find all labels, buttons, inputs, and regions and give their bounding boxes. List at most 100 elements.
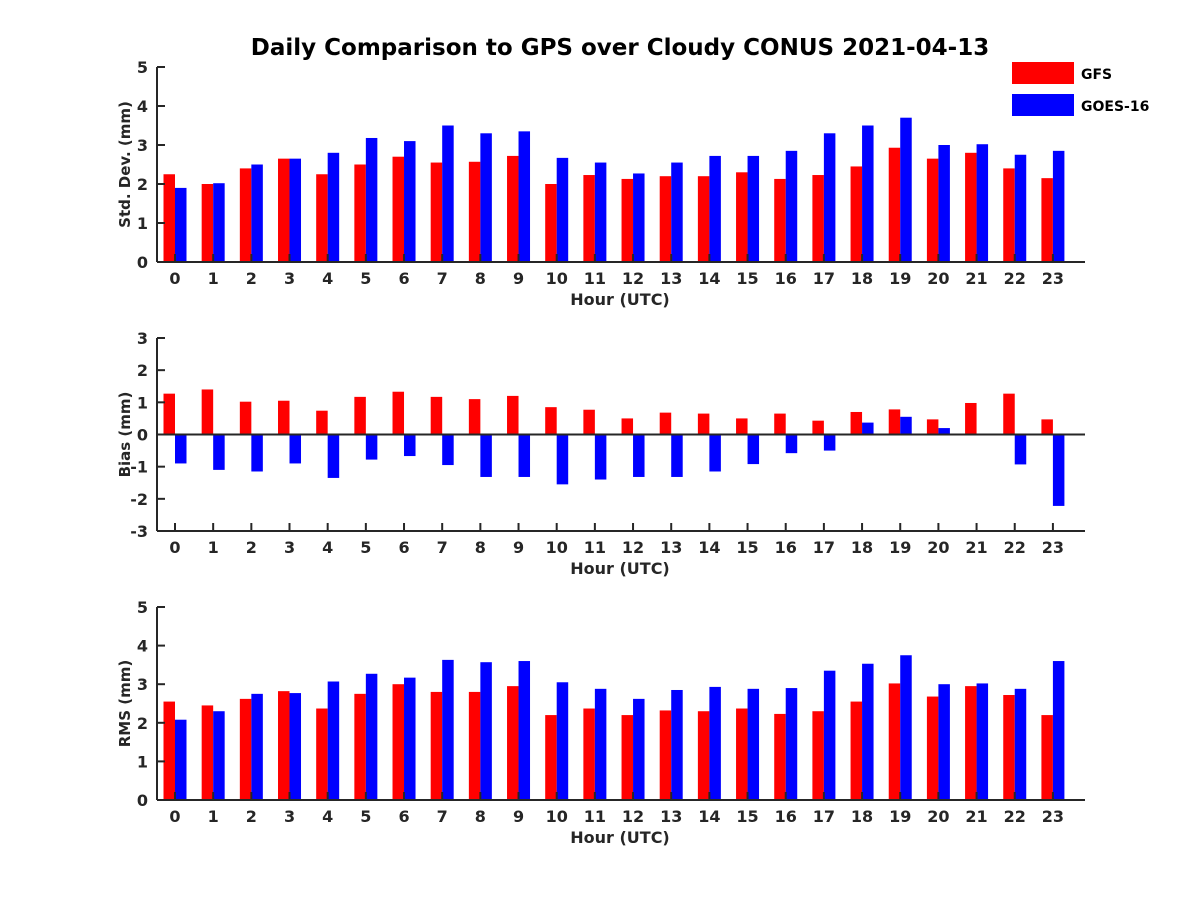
x-tick-label: 15 [736,807,758,826]
y-tick-label: 1 [137,214,148,233]
bar-goes16-hour-3 [289,434,302,464]
bar-goes16-hour-2 [251,693,263,800]
bar-goes16-hour-23 [1052,150,1065,262]
x-tick-label: 12 [622,269,644,288]
bar-goes16-hour-4 [327,681,340,800]
bar-gfs-hour-13 [659,176,672,262]
x-tick-label: 20 [927,538,949,557]
bar-goes16-hour-6 [404,141,416,262]
x-tick-label: 18 [851,269,873,288]
y-axis-label: RMS (mm) [116,660,134,747]
x-tick-label: 8 [475,269,486,288]
bar-gfs-hour-21 [965,152,977,262]
x-tick-label: 11 [584,807,606,826]
x-tick-label: 8 [475,807,486,826]
bar-goes16-hour-1 [213,711,225,800]
bar-goes16-hour-12 [633,698,645,800]
y-tick-label: 3 [137,136,148,155]
bar-gfs-hour-0 [163,701,175,800]
legend-swatch-gfs [1012,62,1074,84]
x-tick-label: 1 [208,269,219,288]
x-tick-label: 16 [775,269,797,288]
bar-goes16-hour-14 [709,434,721,472]
bar-goes16-hour-9 [518,661,531,800]
x-tick-label: 0 [169,269,180,288]
bar-gfs-hour-23 [1041,419,1053,435]
bar-goes16-hour-0 [175,434,187,464]
x-tick-label: 5 [360,269,371,288]
y-tick-label: 0 [137,426,148,445]
bar-goes16-hour-6 [404,677,416,800]
y-tick-label: -2 [130,490,148,509]
x-tick-label: 14 [698,807,720,826]
x-tick-label: 20 [927,269,949,288]
x-tick-label: 21 [965,538,987,557]
bar-gfs-hour-17 [812,175,824,262]
x-tick-label: 2 [246,807,257,826]
x-tick-label: 22 [1004,538,1026,557]
x-tick-label: 6 [398,538,409,557]
bar-gfs-hour-14 [697,413,710,435]
bar-goes16-hour-3 [289,693,302,800]
bar-gfs-hour-1 [201,705,214,800]
bar-gfs-hour-9 [507,155,519,262]
x-tick-label: 10 [546,538,568,557]
y-tick-label: 1 [137,393,148,412]
bar-goes16-hour-10 [556,682,569,800]
x-tick-label: 7 [437,269,448,288]
bar-goes16-hour-17 [823,133,836,262]
bar-goes16-hour-13 [671,434,683,477]
x-tick-label: 23 [1042,269,1064,288]
x-tick-label: 12 [622,538,644,557]
bar-gfs-hour-22 [1003,393,1015,435]
bar-gfs-hour-6 [392,156,405,262]
bar-gfs-hour-10 [545,407,557,435]
bar-gfs-hour-8 [468,161,481,262]
x-tick-label: 3 [284,269,295,288]
x-tick-label: 2 [246,269,257,288]
bar-gfs-hour-14 [697,711,710,800]
x-tick-label: 1 [208,538,219,557]
bar-gfs-hour-2 [239,401,252,435]
bar-goes16-hour-0 [175,187,187,262]
legend: GFS GOES-16 [1012,62,1149,116]
bar-gfs-hour-12 [621,715,634,800]
x-tick-label: 0 [169,538,180,557]
bar-goes16-hour-11 [594,688,607,800]
bar-goes16-hour-21 [976,683,989,800]
bar-gfs-hour-20 [926,158,939,262]
bar-goes16-hour-13 [671,162,683,262]
bar-goes16-hour-23 [1052,434,1065,506]
x-tick-label: 13 [660,538,682,557]
bar-gfs-hour-20 [926,419,939,435]
x-tick-label: 5 [360,538,371,557]
x-tick-label: 22 [1004,269,1026,288]
bar-goes16-hour-8 [480,133,492,262]
bar-gfs-hour-9 [507,686,519,800]
bar-goes16-hour-8 [480,662,492,800]
x-axis-label: Hour (UTC) [570,559,670,578]
x-tick-label: 16 [775,538,797,557]
bar-goes16-hour-9 [518,131,531,262]
bar-gfs-hour-13 [659,710,672,800]
bar-gfs-hour-1 [201,184,214,262]
bar-goes16-hour-20 [938,684,950,800]
y-tick-label: 0 [137,791,148,810]
bar-goes16-hour-11 [594,434,607,480]
y-tick-label: 4 [137,637,148,656]
bar-gfs-hour-5 [354,396,366,435]
x-tick-label: 16 [775,807,797,826]
bar-goes16-hour-22 [1014,688,1027,800]
y-tick-label: 5 [137,598,148,617]
bar-gfs-hour-15 [736,708,748,800]
x-tick-label: 10 [546,807,568,826]
x-tick-label: 18 [851,807,873,826]
x-tick-label: 12 [622,807,644,826]
bar-gfs-hour-22 [1003,168,1015,262]
bar-goes16-hour-13 [671,689,683,800]
bar-gfs-hour-10 [545,184,557,262]
x-tick-label: 9 [513,807,524,826]
bar-goes16-hour-17 [823,434,836,451]
